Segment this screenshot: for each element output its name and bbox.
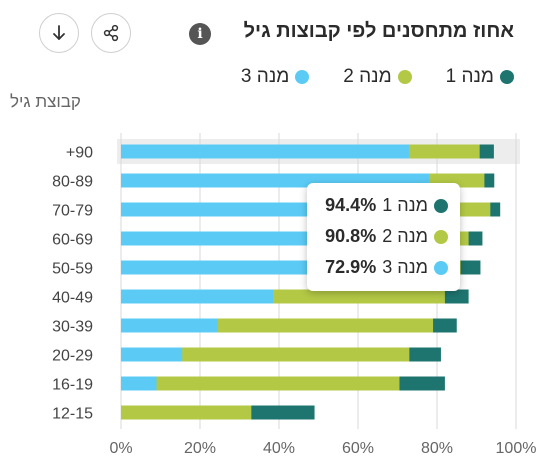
y-axis-title: קבוצת גיל (10, 92, 81, 111)
tooltip-value-dose3: 72.9% (325, 257, 377, 277)
legend-dot-dose3 (295, 70, 310, 84)
y-tick-label: 12-15 (52, 406, 93, 423)
tooltip-label-dose2: מנה 2 (382, 226, 428, 246)
download-button[interactable] (39, 13, 79, 53)
x-tick-label: 0% (109, 440, 132, 457)
tooltip-dot-dose3 (434, 260, 448, 275)
legend-item-dose1[interactable]: מנה 1 (446, 66, 514, 88)
bar-dose3 (121, 289, 274, 304)
y-tick-label: 70-79 (52, 203, 93, 220)
tooltip-value-dose2: 90.8% (325, 226, 377, 246)
bar-dose2 (121, 376, 400, 391)
tooltip-label-dose1: מנה 1 (382, 195, 428, 215)
y-tick-label: +90 (66, 145, 93, 162)
tooltip-label-dose3: מנה 3 (382, 257, 428, 277)
x-tick-label: 100% (496, 440, 537, 457)
legend-dot-dose1 (500, 70, 514, 84)
x-tick-label: 20% (184, 440, 216, 457)
tooltip-value-dose1: 94.4% (325, 195, 377, 215)
legend-label-dose1: מנה 1 (445, 66, 494, 87)
bar-dose2 (121, 405, 252, 420)
share-icon (103, 24, 119, 42)
bar-dose3 (121, 347, 183, 362)
tooltip-row-dose2: מנה 2 90.8% (319, 221, 448, 252)
legend-dot-dose2 (397, 70, 412, 84)
y-tick-label: 30-39 (52, 319, 93, 336)
legend: מנה 1 מנה 2 מנה 3 (241, 66, 514, 88)
legend-label-dose3: מנה 3 (240, 66, 290, 87)
bar-dose3 (121, 318, 218, 333)
share-button[interactable] (91, 13, 131, 53)
x-tick-label: 80% (421, 440, 453, 457)
legend-item-dose2[interactable]: מנה 2 (343, 66, 412, 88)
x-tick-label: 40% (263, 440, 295, 457)
bar-dose2 (121, 347, 410, 362)
tooltip-dot-dose1 (434, 198, 448, 213)
y-tick-label: 80-89 (52, 174, 93, 191)
chart-title: אחוז מתחסנים לפי קבוצות גיל (243, 20, 514, 42)
x-tick-label: 60% (342, 440, 374, 457)
y-tick-label: 20-29 (52, 348, 93, 365)
download-icon (53, 25, 65, 40)
tooltip: מנה 1 94.4% מנה 2 90.8% מנה 3 72.9% (307, 183, 460, 291)
bar-dose3 (121, 144, 409, 159)
y-tick-label: 60-69 (52, 232, 93, 249)
y-tick-label: 40-49 (52, 290, 93, 307)
tooltip-dot-dose2 (434, 229, 448, 244)
info-icon[interactable]: i (189, 23, 211, 45)
bar-dose3 (121, 376, 157, 391)
tooltip-row-dose1: מנה 1 94.4% (319, 190, 448, 221)
y-tick-label: 16-19 (52, 377, 93, 394)
tooltip-row-dose3: מנה 3 72.9% (319, 252, 448, 283)
legend-label-dose2: מנה 2 (343, 66, 392, 87)
y-tick-label: 50-59 (52, 261, 93, 278)
legend-item-dose3[interactable]: מנה 3 (240, 66, 310, 88)
